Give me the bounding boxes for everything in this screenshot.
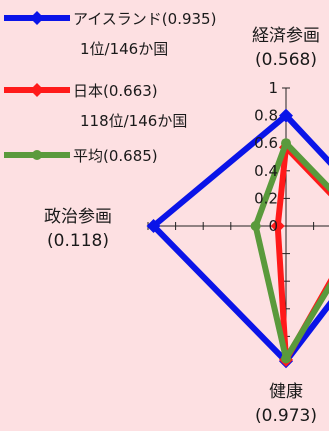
radar-point	[146, 219, 161, 233]
axis-label-name: 政治参画	[44, 207, 112, 227]
axis-label-value: (0.973)	[255, 406, 317, 426]
axis-label-value: (0.568)	[255, 50, 317, 70]
radar-tick-labels: 0 0.2 0.4 0.6 0.8 1	[254, 79, 278, 235]
radar-tick-label: 0.6	[254, 134, 278, 152]
radar-tick-label: 0.2	[254, 189, 278, 207]
axis-label-name: 健康	[269, 382, 303, 402]
radar-point	[250, 221, 261, 231]
legend-marker	[30, 11, 44, 25]
axis-label-value: (0.118)	[47, 231, 109, 251]
legend-rank: 1位/146か国	[80, 40, 168, 58]
radar-point	[279, 108, 293, 123]
radar-point	[270, 219, 285, 233]
legend-marker	[30, 83, 44, 97]
legend-rank: 118位/146か国	[80, 112, 187, 130]
radar-axis-labels: 経済参画 (0.568) 健康 (0.973) 政治参画 (0.118)	[44, 26, 320, 426]
axis-label-name: 経済参画	[252, 26, 320, 46]
legend-entry: 日本(0.663)	[73, 82, 158, 100]
radar-tick-label: 0.8	[254, 107, 278, 125]
radar-series	[146, 108, 329, 369]
radar-tick-label: 0	[268, 217, 278, 235]
radar-tick-label: 0.4	[254, 162, 278, 180]
radar-point	[281, 353, 291, 364]
legend-marker	[32, 150, 42, 160]
radar-point	[281, 138, 291, 149]
legend-entry: アイスランド(0.935)	[73, 10, 216, 28]
legend-entry: 平均(0.685)	[73, 147, 158, 165]
radar-tick-label: 1	[268, 79, 278, 97]
